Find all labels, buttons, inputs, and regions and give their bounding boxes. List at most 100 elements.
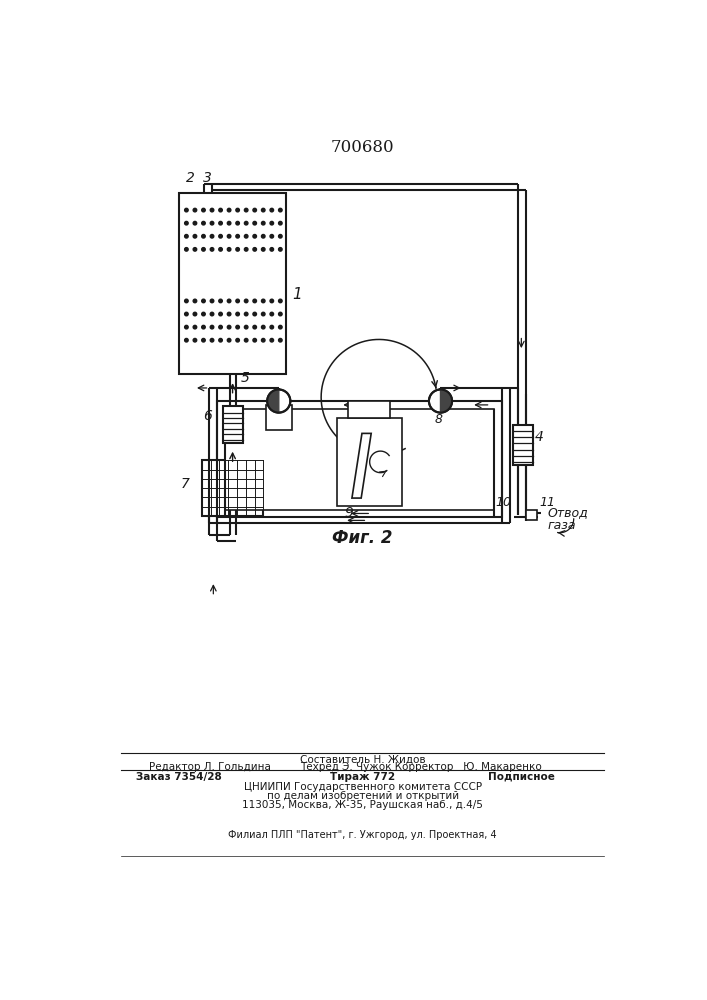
Circle shape [279,325,282,329]
Text: 5: 5 [240,371,249,385]
Circle shape [236,312,240,316]
Circle shape [253,221,257,225]
Circle shape [253,325,257,329]
Circle shape [201,221,205,225]
Circle shape [228,234,231,238]
Text: Филиал ПЛП "Патент", г. Ужгород, ул. Проектная, 4: Филиал ПЛП "Патент", г. Ужгород, ул. Про… [228,830,497,840]
Circle shape [218,221,222,225]
Polygon shape [267,389,279,413]
Circle shape [270,221,274,225]
Text: Редактор Л. Гольдина: Редактор Л. Гольдина [148,762,271,772]
Polygon shape [440,389,452,413]
Circle shape [228,208,231,212]
Circle shape [185,208,188,212]
Circle shape [193,338,197,342]
Circle shape [245,208,248,212]
Bar [201,460,264,516]
Circle shape [185,312,188,316]
Circle shape [245,248,248,251]
Text: 7: 7 [180,477,189,491]
FancyBboxPatch shape [225,409,494,510]
Circle shape [236,299,240,303]
Text: Тираж 772: Тираж 772 [330,772,395,782]
Circle shape [218,312,222,316]
Circle shape [253,312,257,316]
Text: по делам изобретений и открытий: по делам изобретений и открытий [267,791,459,801]
Circle shape [253,234,257,238]
Circle shape [193,312,197,316]
Circle shape [270,248,274,251]
Circle shape [262,248,265,251]
Circle shape [185,248,188,251]
Text: 8: 8 [267,413,275,426]
Circle shape [228,312,231,316]
Circle shape [279,312,282,316]
Circle shape [228,299,231,303]
Circle shape [279,234,282,238]
Circle shape [279,208,282,212]
Text: Заказ 7354/28: Заказ 7354/28 [136,772,221,782]
Circle shape [210,338,214,342]
Circle shape [218,208,222,212]
Circle shape [218,299,222,303]
Circle shape [201,208,205,212]
Circle shape [210,208,214,212]
Circle shape [279,299,282,303]
Circle shape [267,389,291,413]
Circle shape [245,312,248,316]
Circle shape [185,299,188,303]
Bar [266,405,292,430]
Circle shape [228,325,231,329]
Bar [337,418,402,506]
Circle shape [245,221,248,225]
Circle shape [185,338,188,342]
Circle shape [210,248,214,251]
Circle shape [193,208,197,212]
Text: 113035, Москва, Ж-35, Раушская наб., д.4/5: 113035, Москва, Ж-35, Раушская наб., д.4… [243,800,483,810]
Bar [513,425,533,465]
Circle shape [279,221,282,225]
Circle shape [270,299,274,303]
Circle shape [201,248,205,251]
Circle shape [236,325,240,329]
Circle shape [185,234,188,238]
Circle shape [201,299,205,303]
Circle shape [218,325,222,329]
Circle shape [193,221,197,225]
Circle shape [279,248,282,251]
Circle shape [193,234,197,238]
Circle shape [270,338,274,342]
Text: 10: 10 [495,496,511,509]
Circle shape [262,221,265,225]
Text: 8: 8 [434,413,443,426]
Circle shape [262,338,265,342]
Circle shape [253,208,257,212]
Circle shape [193,325,197,329]
Text: 4: 4 [535,430,544,444]
Text: 2: 2 [187,171,195,185]
Circle shape [245,338,248,342]
Circle shape [228,338,231,342]
Circle shape [210,299,214,303]
Circle shape [262,325,265,329]
Circle shape [193,299,197,303]
Circle shape [262,234,265,238]
Circle shape [245,234,248,238]
Circle shape [185,325,188,329]
Text: Подписное: Подписное [488,772,555,782]
Circle shape [270,234,274,238]
Text: Техред Э. Чужок Корректор   Ю. Макаренко: Техред Э. Чужок Корректор Ю. Макаренко [300,762,542,772]
Circle shape [228,248,231,251]
Circle shape [236,234,240,238]
Text: Составитель Н. Жидов: Составитель Н. Жидов [300,755,426,765]
Circle shape [253,248,257,251]
Text: 9: 9 [344,506,353,520]
Circle shape [201,234,205,238]
Bar [348,401,390,418]
Circle shape [201,325,205,329]
Circle shape [210,234,214,238]
Bar [526,510,537,520]
Circle shape [210,325,214,329]
Circle shape [218,338,222,342]
Circle shape [245,325,248,329]
